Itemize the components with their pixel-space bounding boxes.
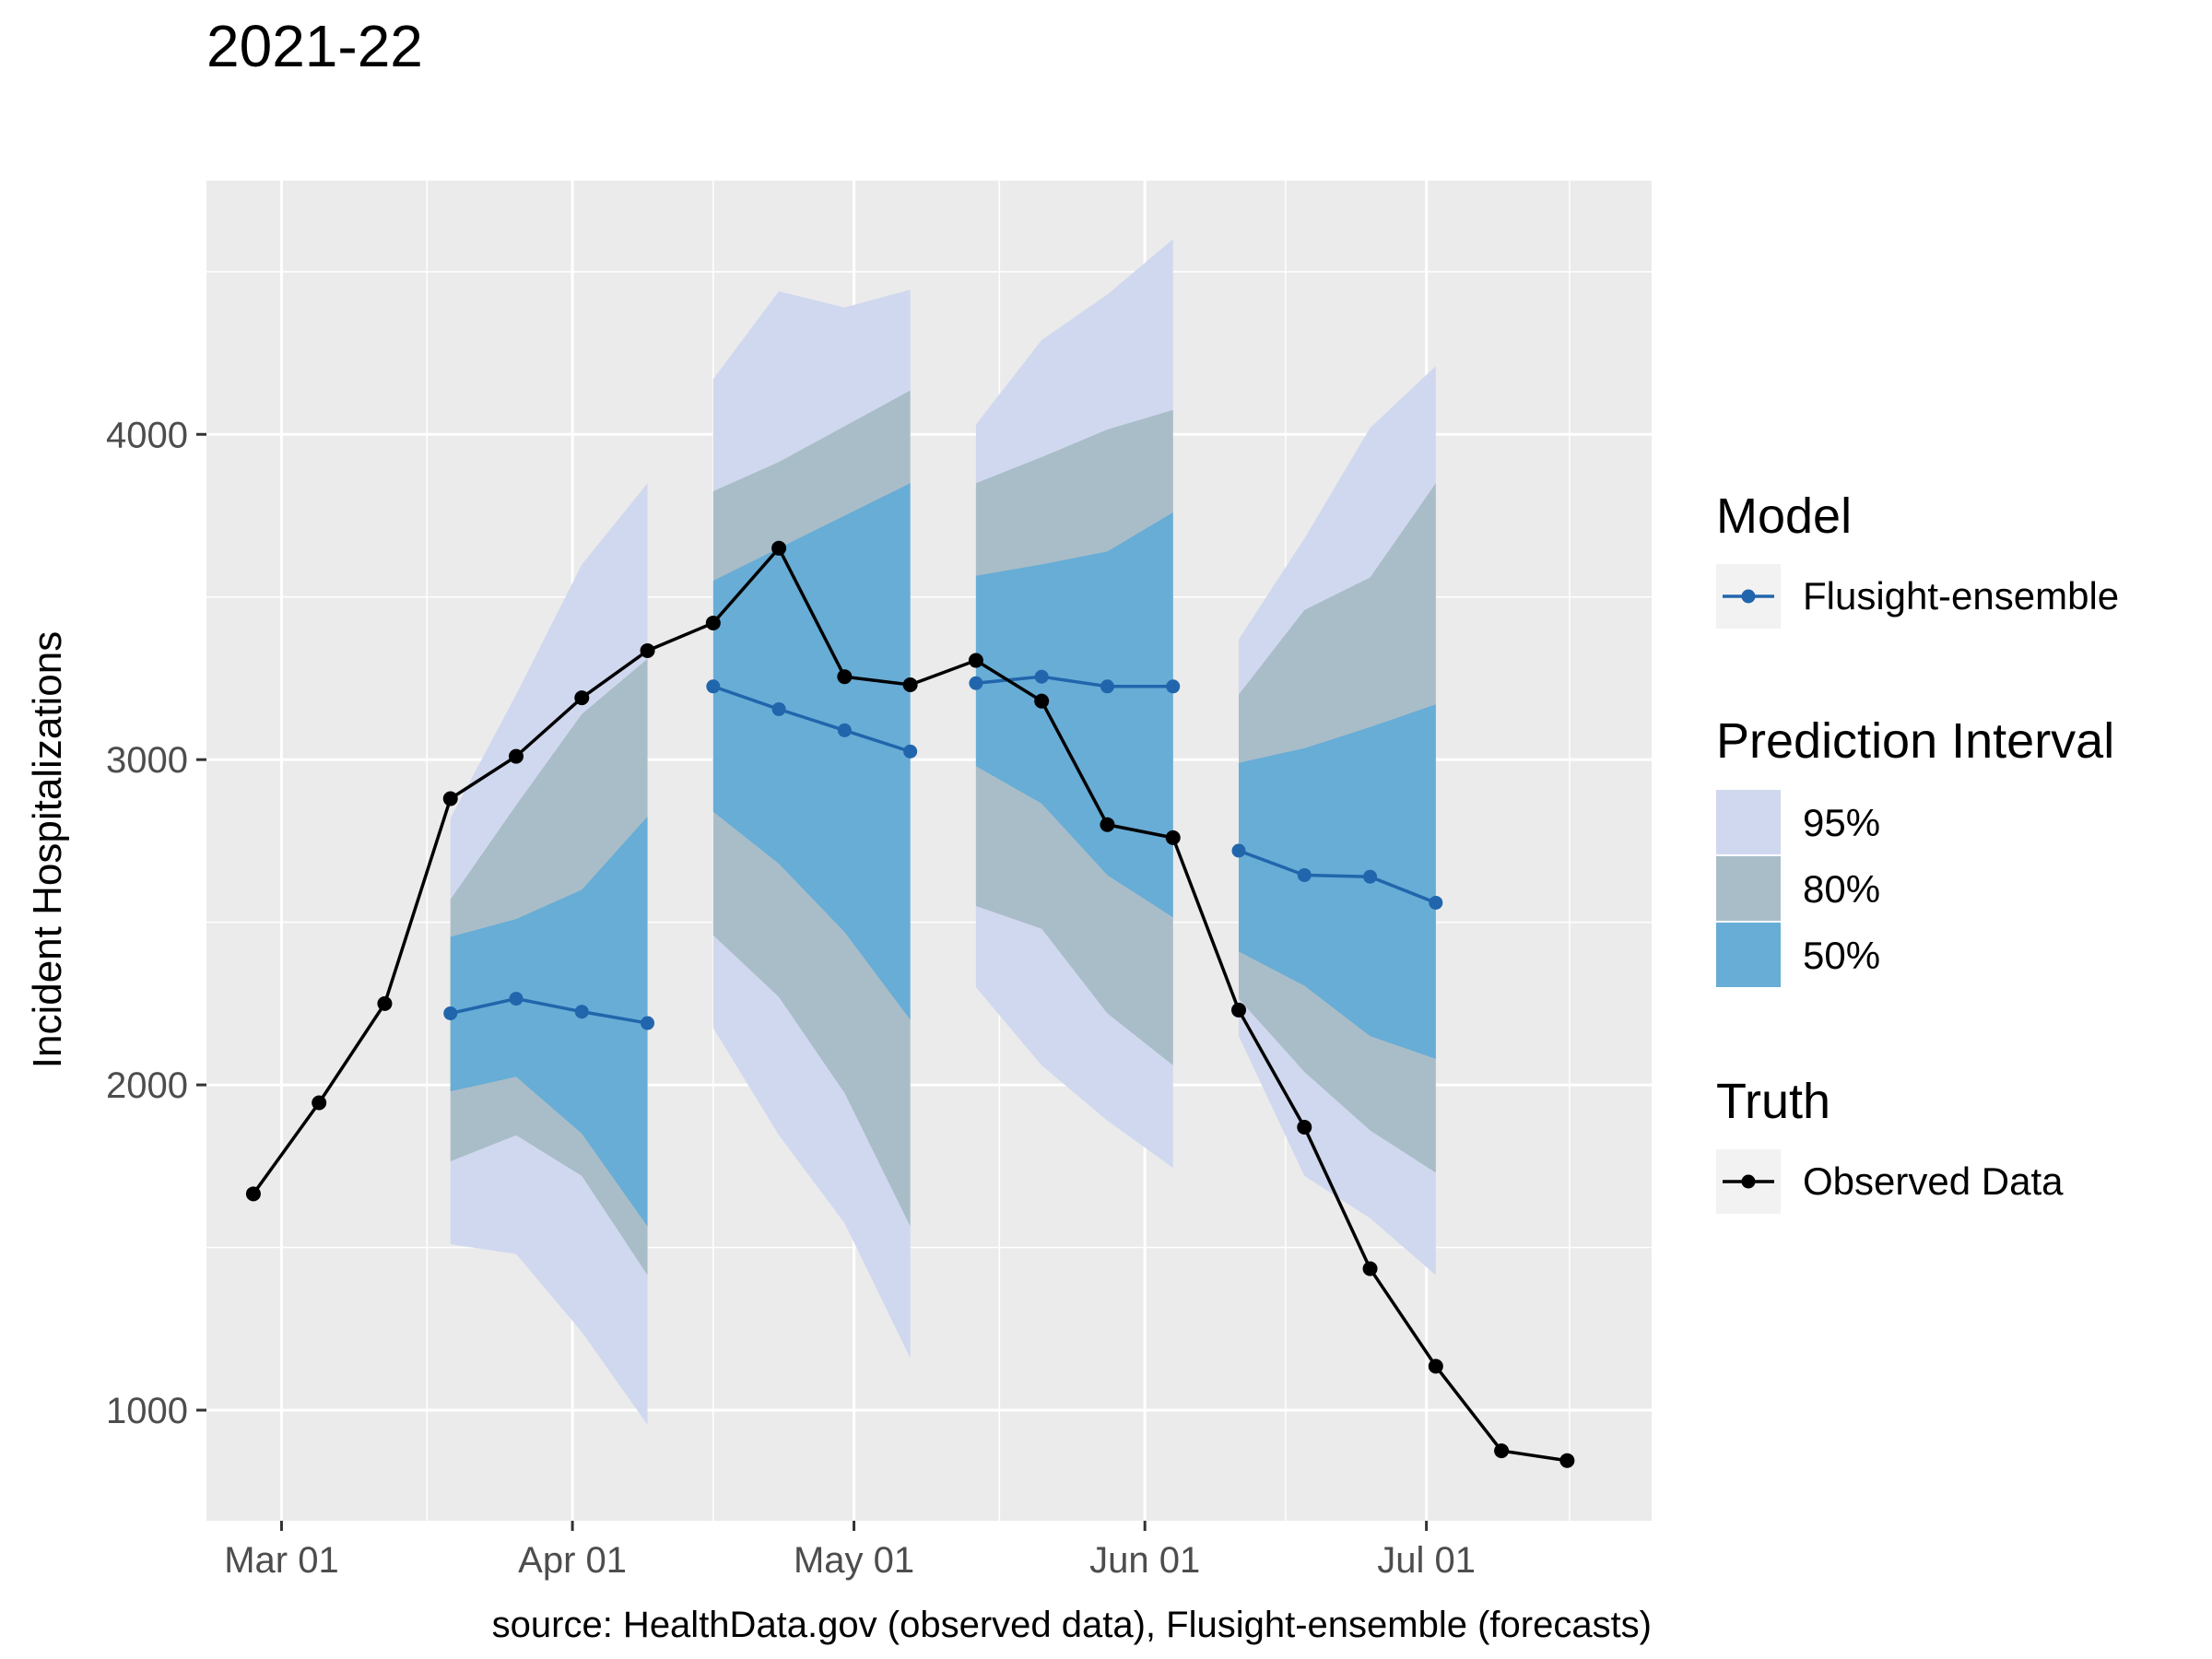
x-tick-label: Mar 01 <box>224 1540 339 1581</box>
y-tick-label: 1000 <box>106 1391 188 1431</box>
observed-point <box>1231 1002 1246 1018</box>
y-tick-label: 3000 <box>106 740 188 781</box>
observed-point <box>1428 1359 1443 1374</box>
observed-point <box>902 677 918 693</box>
legend-truth-label: Observed Data <box>1803 1159 2064 1203</box>
forecast-median-line <box>1238 849 1437 905</box>
legend-swatch-80 <box>1716 856 1781 921</box>
observed-point <box>1165 830 1181 845</box>
band-50 <box>975 512 1173 918</box>
y-axis-label: Incident Hospitalizations <box>25 631 70 1068</box>
legend-model-label: Flusight-ensemble <box>1803 574 2119 618</box>
x-tick-label: Jun 01 <box>1089 1540 1200 1581</box>
forecast-lines <box>443 669 1443 1030</box>
truth-line <box>245 540 1575 1468</box>
observed-point <box>1559 1453 1575 1468</box>
observed-point <box>245 1186 261 1202</box>
y-tick-label: 2000 <box>106 1065 188 1106</box>
y-tick-label: 4000 <box>106 415 188 455</box>
observed-point <box>1362 1261 1378 1277</box>
forecast-median-point <box>1429 895 1443 910</box>
observed-point <box>705 615 721 630</box>
forecast-median-point <box>574 1005 589 1019</box>
observed-point <box>574 690 590 706</box>
observed-point <box>509 748 524 764</box>
x-tick-label: Apr 01 <box>518 1540 627 1581</box>
band-50 <box>450 816 648 1227</box>
chart-caption: source: HealthData.gov (observed data), … <box>492 1605 1652 1645</box>
legend-model-point <box>1741 589 1756 604</box>
legend-pi-title: Prediction Interval <box>1716 713 2114 769</box>
observed-point <box>1494 1443 1510 1459</box>
observed-point <box>640 642 655 658</box>
legend-swatch-50 <box>1716 923 1781 987</box>
legend-model-title: Model <box>1716 488 1852 544</box>
forecast-median-point <box>706 679 721 694</box>
observed-point <box>1100 817 1115 832</box>
forecast-median-point <box>1297 867 1312 882</box>
forecast-median-point <box>1363 869 1378 884</box>
forecast-median-point <box>969 676 983 690</box>
band-50 <box>1239 704 1436 1059</box>
forecast-median-line <box>712 685 912 754</box>
observed-point <box>1034 693 1050 709</box>
x-tick-label: May 01 <box>794 1540 914 1581</box>
observed-point <box>312 1095 327 1111</box>
prediction-bands <box>450 239 1436 1425</box>
forecast-median-point <box>837 723 852 737</box>
forecast-median-point <box>1034 669 1049 684</box>
band-50 <box>712 483 911 1020</box>
observed-point <box>837 669 853 685</box>
observed-point <box>442 791 458 806</box>
forecast-median-point <box>903 744 918 759</box>
forecast-median-point <box>641 1016 655 1030</box>
x-axis: Mar 01 Apr 01 May 01 Jun 01 Jul 01 <box>224 1521 1476 1581</box>
forecast-median-point <box>1231 843 1246 858</box>
y-axis: 1000 2000 3000 4000 <box>106 415 206 1431</box>
legend-label-80: 80% <box>1803 867 1880 911</box>
forecast-median-point <box>443 1006 458 1020</box>
observed-point <box>377 995 393 1011</box>
legend-label-50: 50% <box>1803 934 1880 977</box>
forecast-median-point <box>509 992 524 1006</box>
x-tick-label: Jul 01 <box>1377 1540 1476 1581</box>
observed-point <box>968 653 983 668</box>
legend: Model Flusight-ensemble Prediction Inter… <box>1716 488 2119 1214</box>
legend-label-95: 95% <box>1803 801 1880 844</box>
forecast-median-point <box>771 701 786 716</box>
legend-swatch-95 <box>1716 790 1781 854</box>
observed-point <box>771 540 787 556</box>
observed-point <box>1297 1119 1312 1135</box>
forecast-median-line <box>450 996 648 1025</box>
legend-truth-point <box>1741 1174 1756 1189</box>
chart-title: 2021-22 <box>206 13 423 79</box>
forecast-median-point <box>1100 679 1114 694</box>
legend-truth-title: Truth <box>1716 1074 1830 1129</box>
forecast-median-point <box>1166 679 1181 694</box>
